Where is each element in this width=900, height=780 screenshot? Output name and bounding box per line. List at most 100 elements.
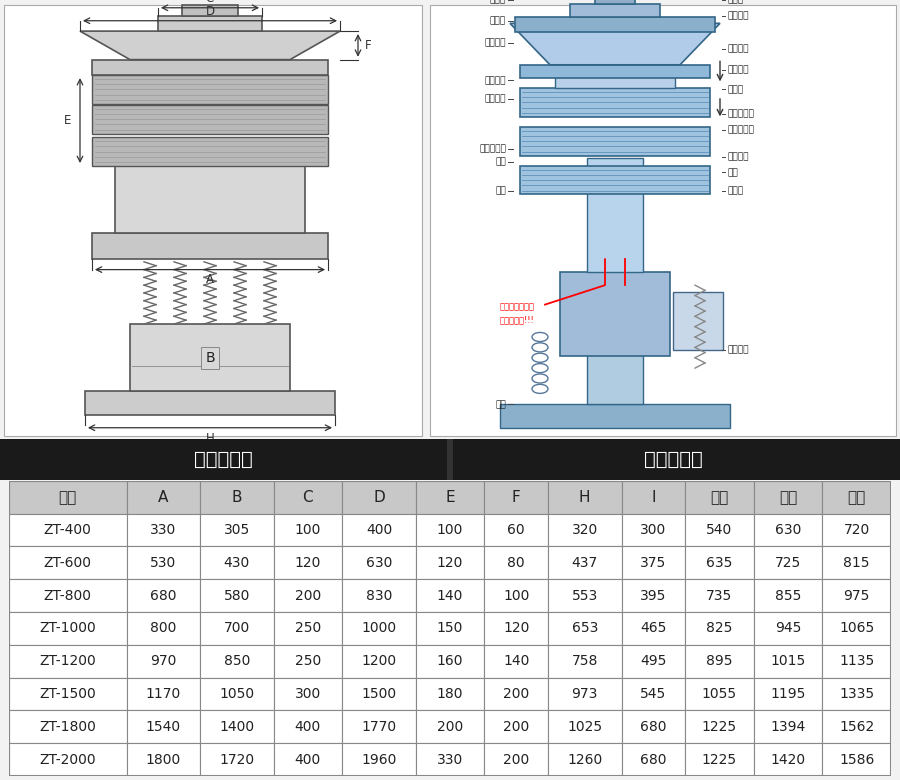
Text: B: B — [205, 351, 215, 365]
Text: 400: 400 — [295, 753, 321, 767]
Bar — [127, 743, 200, 776]
Bar — [548, 743, 622, 776]
Text: 电动机: 电动机 — [727, 186, 743, 195]
Text: 150: 150 — [436, 622, 464, 636]
Bar — [823, 580, 891, 612]
Bar — [200, 481, 274, 514]
Bar — [622, 612, 685, 645]
Bar — [622, 481, 685, 514]
Bar — [823, 678, 891, 711]
Bar — [484, 678, 548, 711]
Text: 120: 120 — [436, 556, 464, 570]
Bar — [622, 678, 685, 711]
Bar — [9, 612, 127, 645]
Bar — [92, 75, 328, 104]
Bar — [200, 711, 274, 743]
Bar — [754, 514, 823, 547]
Polygon shape — [80, 31, 340, 59]
Bar — [9, 481, 127, 514]
Text: ZT-1500: ZT-1500 — [40, 687, 96, 701]
Text: 底座: 底座 — [495, 400, 506, 409]
Text: F: F — [364, 39, 372, 51]
Text: 1720: 1720 — [220, 753, 255, 767]
Text: 1394: 1394 — [770, 720, 806, 734]
Text: E: E — [446, 490, 454, 505]
Text: 进料口: 进料口 — [727, 0, 743, 5]
Bar — [484, 580, 548, 612]
Text: 上部重锤: 上部重锤 — [727, 152, 749, 161]
Text: 630: 630 — [775, 523, 801, 537]
Bar — [200, 580, 274, 612]
Text: 1335: 1335 — [839, 687, 874, 701]
Bar — [484, 547, 548, 580]
Bar — [182, 5, 238, 16]
Bar — [754, 612, 823, 645]
Bar — [823, 514, 891, 547]
Bar — [823, 481, 891, 514]
Bar — [520, 65, 710, 78]
Text: 200: 200 — [295, 589, 321, 603]
Text: 680: 680 — [150, 589, 176, 603]
Text: 中部框架: 中部框架 — [484, 76, 506, 85]
Text: 180: 180 — [436, 687, 464, 701]
Bar — [484, 612, 548, 645]
Bar — [484, 481, 548, 514]
Bar — [548, 580, 622, 612]
Text: 锭外重锤板: 锭外重锤板 — [727, 125, 754, 134]
Text: 120: 120 — [503, 622, 529, 636]
Bar — [9, 678, 127, 711]
Text: 250: 250 — [295, 654, 321, 668]
Text: 底部框架: 底部框架 — [484, 94, 506, 103]
Bar — [685, 678, 754, 711]
Text: 540: 540 — [706, 523, 733, 537]
Text: 700: 700 — [224, 622, 250, 636]
Text: 1195: 1195 — [770, 687, 806, 701]
Text: 495: 495 — [640, 654, 667, 668]
Text: 758: 758 — [572, 654, 598, 668]
Bar — [9, 645, 127, 678]
Text: 1000: 1000 — [362, 622, 397, 636]
Bar — [342, 678, 416, 711]
Text: 1050: 1050 — [220, 687, 255, 701]
Text: 200: 200 — [436, 720, 464, 734]
Text: 815: 815 — [843, 556, 870, 570]
Text: 1400: 1400 — [220, 720, 255, 734]
Bar — [416, 580, 484, 612]
Bar — [158, 16, 262, 31]
Bar — [587, 158, 643, 272]
Text: 筛网法兰: 筛网法兰 — [727, 66, 749, 75]
Bar — [127, 645, 200, 678]
Bar — [200, 514, 274, 547]
Text: 825: 825 — [706, 622, 733, 636]
Text: 830: 830 — [365, 589, 392, 603]
Bar — [685, 481, 754, 514]
Text: 1800: 1800 — [146, 753, 181, 767]
Bar — [754, 547, 823, 580]
Bar — [685, 711, 754, 743]
Bar — [823, 612, 891, 645]
Bar — [342, 547, 416, 580]
Text: ZT-1800: ZT-1800 — [40, 720, 96, 734]
Text: 320: 320 — [572, 523, 598, 537]
Bar — [548, 645, 622, 678]
Text: 1225: 1225 — [702, 753, 737, 767]
Bar — [115, 166, 305, 233]
Bar — [92, 233, 328, 259]
Text: 1540: 1540 — [146, 720, 181, 734]
Bar — [416, 743, 484, 776]
Text: 100: 100 — [503, 589, 529, 603]
Bar — [274, 645, 342, 678]
Text: 630: 630 — [365, 556, 392, 570]
Text: ZT-2000: ZT-2000 — [40, 753, 96, 767]
Bar — [823, 547, 891, 580]
Bar — [587, 314, 643, 404]
Text: 防尘盖: 防尘盖 — [490, 0, 506, 5]
Text: 1586: 1586 — [839, 753, 875, 767]
Bar — [548, 481, 622, 514]
Bar — [342, 514, 416, 547]
Text: 375: 375 — [640, 556, 667, 570]
Bar — [548, 678, 622, 711]
Bar — [127, 547, 200, 580]
Bar — [447, 439, 453, 480]
Text: 1260: 1260 — [567, 753, 602, 767]
